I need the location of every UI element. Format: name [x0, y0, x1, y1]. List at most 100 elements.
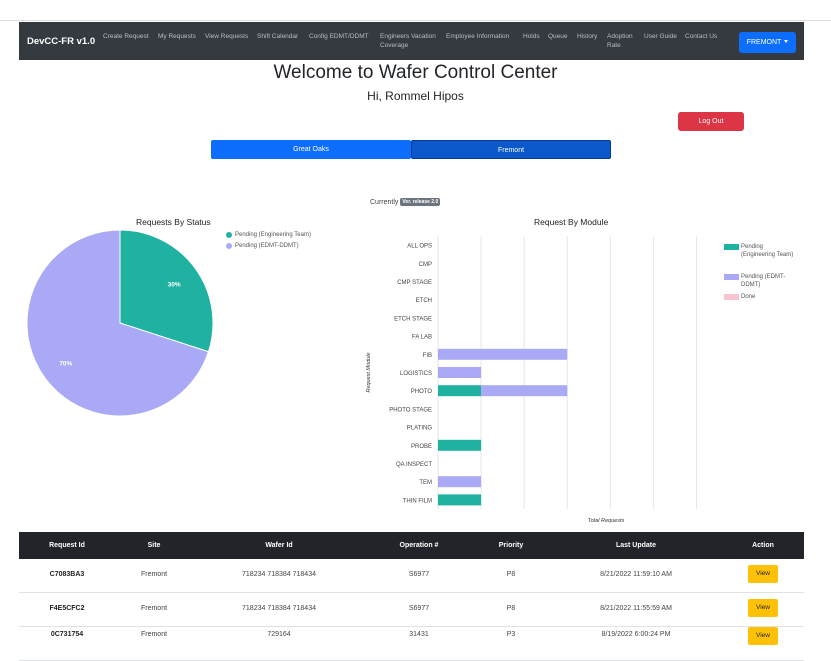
cell-operation: S6977	[408, 571, 430, 578]
category-tick-label: TEM	[419, 480, 432, 486]
cell-request-id: F4E5CFC2	[49, 605, 85, 612]
cell-site: Fremont	[140, 571, 168, 578]
nav-contact-us[interactable]: Contact Us	[685, 33, 718, 40]
view-button[interactable]: View	[748, 627, 778, 645]
col-site[interactable]: Site	[147, 542, 161, 549]
bar-segment[interactable]	[438, 476, 482, 488]
bar-segment[interactable]	[481, 385, 568, 397]
col-priority[interactable]: Priority	[498, 542, 524, 549]
category-tick-label: CMP STAGE	[397, 280, 432, 286]
cell-operation: S6977	[408, 605, 430, 612]
cell-site: Fremont	[140, 631, 168, 638]
pie-slice[interactable]	[26, 229, 210, 417]
pie-value-label: 70%	[59, 360, 72, 367]
view-button[interactable]: View	[748, 565, 778, 583]
bar-segment[interactable]	[438, 367, 482, 378]
table-header: Request Id Site Wafer Id Operation # Pri…	[19, 532, 804, 559]
col-action: Action	[752, 542, 774, 549]
bar-segment[interactable]	[438, 348, 568, 360]
x-axis-title: Total Requests	[588, 518, 625, 524]
pie-slice[interactable]	[119, 229, 214, 353]
nav-adoption-rate[interactable]: Adoption Rate	[607, 33, 633, 49]
bar-legend-edmt[interactable]: Pending (EDMT-DDMT)	[741, 274, 786, 288]
category-tick-label: ETCH STAGE	[394, 316, 432, 322]
pie-value-label: 30%	[168, 282, 181, 289]
category-tick-label: THIN FILM	[403, 498, 432, 504]
y-axis-title: Request Module	[366, 352, 372, 392]
pie-chart: 30% 70%	[26, 229, 214, 417]
bar-chart-title: Request By Module	[534, 217, 609, 227]
greeting: Hi, Rommel Hipos	[367, 89, 464, 103]
nav-view-requests[interactable]: View Requests	[205, 33, 249, 40]
site-dropdown-button[interactable]: FREMONT	[739, 32, 796, 53]
cell-wafer-id: 729164	[267, 631, 291, 638]
cell-last-update: 8/19/2022 6:00:24 PM	[601, 631, 671, 638]
bar-chart: ALL OPS CMP CMP STAGE ETCH ETCH STAGE FA LAB F…	[366, 236, 697, 524]
category-tick-label: PHOTO STAGE	[389, 407, 432, 413]
category-tick-label: PHOTO	[411, 389, 433, 395]
currently-label: Currently	[370, 199, 399, 206]
cell-last-update: 8/21/2022 11:59:10 AM	[600, 571, 672, 578]
bar-legend-swatch-edmt	[724, 274, 739, 280]
category-tick-label: CMP	[419, 262, 432, 268]
cell-priority: P8	[506, 571, 516, 578]
site-dropdown-label: FREMONT	[746, 39, 782, 46]
logout-button[interactable]: Log Out	[678, 112, 744, 131]
bar-legend-engineering[interactable]: Pending (Engineering Team)	[741, 244, 794, 258]
category-tick-label: ETCH	[416, 298, 432, 304]
category-tick-label: FIB	[423, 353, 432, 359]
cell-site: Fremont	[140, 605, 168, 612]
table-row: C7083BA3 Fremont 718234 718384 718434 S6…	[19, 559, 804, 593]
nav-shift-calendar[interactable]: Shift Calendar	[257, 33, 299, 40]
cell-wafer-id: 718234 718384 718434	[242, 571, 316, 578]
col-request-id[interactable]: Request Id	[49, 542, 85, 549]
nav-create-request[interactable]: Create Request	[103, 33, 149, 40]
cell-priority: P8	[506, 605, 516, 612]
category-tick-label: PLATING	[407, 426, 433, 432]
bar-segment[interactable]	[438, 494, 482, 506]
legend-swatch-engineering	[226, 232, 232, 238]
site-toggle-great-oaks[interactable]: Great Oaks	[211, 140, 411, 159]
cell-request-id: C7083BA3	[49, 571, 85, 578]
table-row: 0C731754 Fremont 729164 31431 P3 8/19/20…	[19, 627, 804, 661]
nav-history[interactable]: History	[577, 33, 598, 40]
current-release: Currently Ver. release 2.0	[370, 198, 441, 206]
category-tick-label: LOGISTICS	[400, 371, 432, 377]
bar-legend-swatch-engineering	[724, 244, 739, 250]
chevron-down-icon	[784, 40, 789, 43]
pie-legend-edmt[interactable]: Pending (EDMT-DDMT)	[235, 243, 299, 249]
category-tick-label: ALL OPS	[407, 244, 432, 250]
category-tick-label: FA LAB	[412, 335, 432, 341]
col-wafer-id[interactable]: Wafer Id	[265, 542, 293, 549]
navbar: DevCC-FR v1.0 Create Request My Requests…	[19, 22, 804, 60]
bar-legend-done[interactable]: Done	[741, 294, 756, 300]
cell-wafer-id: 718234 718384 718434	[242, 605, 316, 612]
table-row: F4E5CFC2 Fremont 718234 718384 718434 S6…	[19, 593, 804, 627]
page-title: Welcome to Wafer Control Center	[273, 62, 558, 83]
legend-swatch-edmt	[226, 243, 232, 249]
cell-priority: P3	[506, 631, 516, 638]
nav-user-guide[interactable]: User Guide	[644, 33, 677, 40]
nav-config-edmt[interactable]: Config EDMT/DDMT	[309, 33, 369, 40]
nav-queue[interactable]: Queue	[548, 33, 568, 40]
nav-holds[interactable]: Holds	[523, 33, 540, 40]
bar-legend-swatch-done	[724, 294, 739, 300]
bar-segment[interactable]	[438, 439, 482, 451]
site-toggle-fremont[interactable]: Fremont	[411, 140, 611, 159]
nav-engineers-vacation[interactable]: Engineers Vacation Coverage	[380, 33, 436, 49]
cell-operation: 31431	[409, 631, 429, 638]
col-last-update[interactable]: Last Update	[615, 542, 657, 549]
release-badge: Ver. release 2.0	[400, 198, 441, 206]
category-tick-label: QA INSPECT	[396, 462, 432, 468]
pie-legend-engineering[interactable]: Pending (Engineering Team)	[235, 232, 311, 238]
pie-chart-title: Requests By Status	[136, 217, 211, 227]
view-button[interactable]: View	[748, 599, 778, 617]
nav-employee-information[interactable]: Employee Information	[446, 33, 510, 40]
cell-last-update: 8/21/2022 11:55:59 AM	[600, 605, 672, 612]
col-operation[interactable]: Operation #	[399, 542, 439, 549]
brand[interactable]: DevCC-FR v1.0	[27, 36, 96, 47]
nav-my-requests[interactable]: My Requests	[158, 33, 196, 40]
top-divider	[0, 20, 831, 21]
category-tick-label: PROBE	[411, 444, 432, 450]
bar-segment[interactable]	[438, 385, 482, 397]
